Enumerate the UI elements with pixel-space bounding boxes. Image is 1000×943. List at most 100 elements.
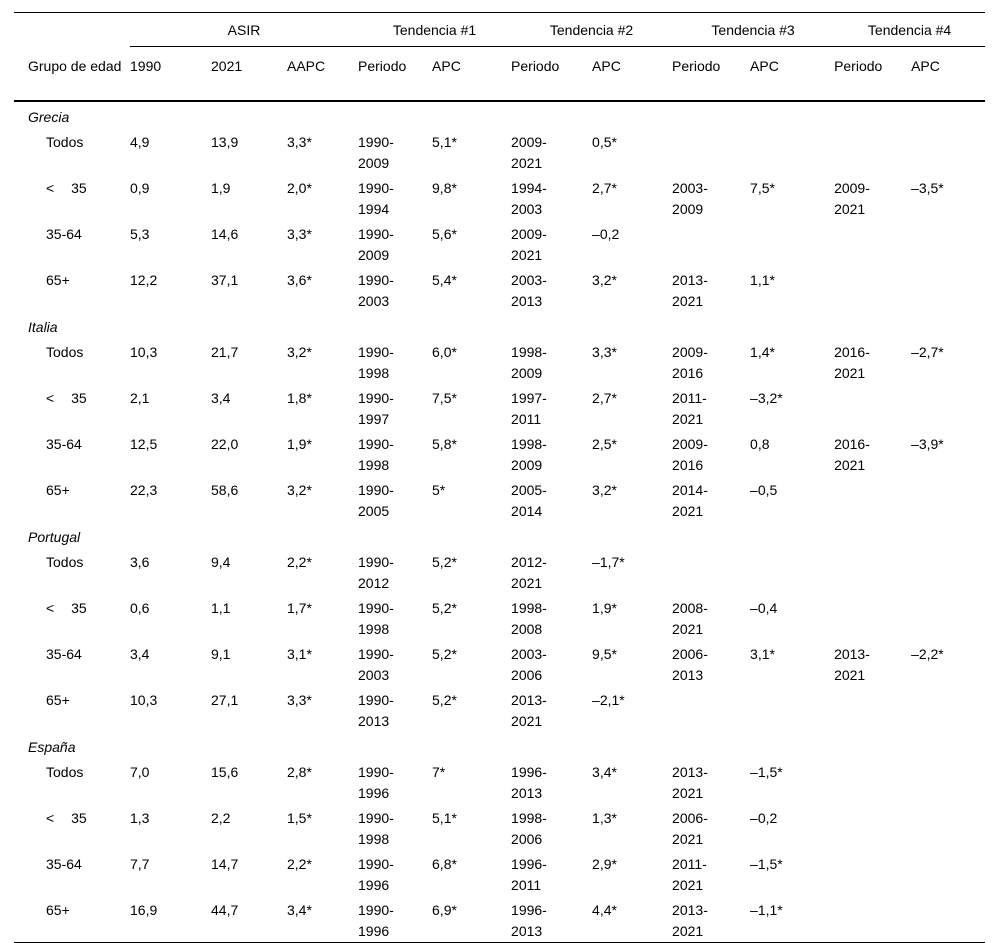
trend4-apc-cell <box>911 896 985 943</box>
trend3-period-text: 2011-2021 <box>672 855 707 893</box>
trend2-period-text: 1998-2009 <box>511 343 547 381</box>
trend3-apc-cell: 7,5* <box>750 179 775 196</box>
country-label: Italia <box>28 318 58 335</box>
trend1-period-cell: 1990-1997 <box>358 384 432 430</box>
country-row: Portugal <box>14 522 985 548</box>
trend1-apc-cell: 7,5* <box>432 389 457 406</box>
trend3-period-text: 2009-2016 <box>672 343 708 381</box>
asir-2021-cell: 27,1 <box>211 691 239 708</box>
trend4-period-cell: 2016-2021 <box>834 430 911 476</box>
trend2-period-cell: 1998-2009 <box>511 338 592 384</box>
table-row: Todos 3,6 9,4 2,2* 1990-2012 5,2* 2012-2… <box>14 548 985 594</box>
trend1-apc-cell: 5,1* <box>432 133 457 150</box>
trend2-period-cell: 2009-2021 <box>511 128 592 174</box>
table-row: < 35 2,1 3,4 1,8* 1990-1997 7,5* 1997-20… <box>14 384 985 430</box>
trend2-apc-cell: 2,7* <box>592 389 617 406</box>
trend3-apc-cell: –3,2* <box>750 389 783 406</box>
age-group-cell: 65+ <box>46 901 70 918</box>
trend4-apc-cell <box>911 548 985 594</box>
trend2-period-text: 1996-2011 <box>511 855 547 893</box>
aapc-cell: 3,6* <box>287 271 312 288</box>
trend3-apc-cell: 1,4* <box>750 343 775 360</box>
age-group-cell: < 35 <box>46 179 87 196</box>
trend2-apc-cell: 0,5* <box>592 133 617 150</box>
aapc-cell: 1,7* <box>287 599 312 616</box>
trend4-period-cell <box>834 128 911 174</box>
trend2-period-cell: 1998-2009 <box>511 430 592 476</box>
age-group-cell: 65+ <box>46 271 70 288</box>
table-row: 35-64 12,5 22,0 1,9* 1990-1998 5,8* 1998… <box>14 430 985 476</box>
trend1-period-text: 1990-2003 <box>358 645 394 683</box>
trend3-apc-cell: –0,4 <box>750 599 778 616</box>
aapc-cell: 3,2* <box>287 343 312 360</box>
asir-2021-cell: 15,6 <box>211 763 239 780</box>
asir-1990-cell: 3,6 <box>130 553 150 570</box>
column-header-aapc: AAPC <box>287 46 359 102</box>
asir-1990-cell: 7,0 <box>130 763 150 780</box>
trend4-apc-cell <box>911 594 985 640</box>
trend2-period-text: 2005-2014 <box>511 481 547 519</box>
trend1-apc-cell: 5,2* <box>432 645 457 662</box>
trend4-period-text: 2013-2021 <box>834 645 870 683</box>
age-group-cell: 65+ <box>46 481 70 498</box>
trend3-period-cell: 2013-2021 <box>672 758 750 804</box>
aapc-cell: 3,3* <box>287 691 312 708</box>
trend1-period-cell: 1990-1998 <box>358 804 432 850</box>
trend1-period-cell: 1990-2012 <box>358 548 432 594</box>
trend4-period-cell <box>834 594 911 640</box>
trend3-period-cell <box>672 128 750 174</box>
trend1-apc-cell: 6,8* <box>432 855 457 872</box>
stub-spacer <box>14 13 130 47</box>
aapc-cell: 3,4* <box>287 901 312 918</box>
trend1-period-text: 1990-2003 <box>358 271 394 309</box>
trend1-apc-cell: 5,1* <box>432 809 457 826</box>
asir-2021-cell: 13,9 <box>211 133 239 150</box>
trend3-period-cell <box>672 548 750 594</box>
column-header-trend2-periodo: Periodo <box>511 46 593 102</box>
trend3-apc-cell: –0,5 <box>750 481 778 498</box>
aapc-cell: 3,1* <box>287 645 312 662</box>
column-header-1990: 1990 <box>130 46 211 102</box>
table-row: 35-64 7,7 14,7 2,2* 1990-1996 6,8* 1996-… <box>14 850 985 896</box>
trend2-period-text: 2009-2021 <box>511 225 547 263</box>
asir-2021-cell: 58,6 <box>211 481 239 498</box>
trend4-apc-cell <box>911 266 985 312</box>
trend4-period-cell: 2016-2021 <box>834 338 911 384</box>
column-header-trend4-periodo: Periodo <box>834 46 912 102</box>
group-header-row: ASIR Tendencia #1 Tendencia #2 Tendencia… <box>14 12 986 47</box>
asir-2021-cell: 21,7 <box>211 343 239 360</box>
trend3-period-cell: 2006-2021 <box>672 804 750 850</box>
trend3-period-text: 2006-2021 <box>672 809 708 847</box>
trend4-apc-cell <box>911 758 985 804</box>
trend3-apc-cell: –0,2 <box>750 809 778 826</box>
trend4-apc-cell <box>911 128 985 174</box>
trend4-apc-cell <box>911 384 985 430</box>
table-row: 65+ 22,3 58,6 3,2* 1990-2005 5* 2005-201… <box>14 476 985 522</box>
trend4-apc-cell <box>911 850 985 896</box>
trend2-apc-cell: 2,7* <box>592 179 617 196</box>
age-group-cell: < 35 <box>46 599 87 616</box>
trend4-period-cell <box>834 548 911 594</box>
trend2-period-text: 2013-2021 <box>511 691 547 729</box>
asir-1990-cell: 22,3 <box>130 481 158 498</box>
trend1-period-text: 1990-1997 <box>358 389 394 427</box>
trend1-period-text: 1990-1996 <box>358 763 394 801</box>
trend3-apc-cell: –1,5* <box>750 763 783 780</box>
asir-2021-cell: 22,0 <box>211 435 239 452</box>
trend3-period-text: 2008-2021 <box>672 599 708 637</box>
trend2-period-cell: 1998-2008 <box>511 594 592 640</box>
trend1-apc-cell: 6,9* <box>432 901 457 918</box>
trend2-period-text: 1996-2013 <box>511 901 547 939</box>
table-row: 65+ 12,2 37,1 3,6* 1990-2003 5,4* 2003-2… <box>14 266 985 312</box>
trend3-period-cell: 2003-2009 <box>672 174 750 220</box>
trend2-period-text: 1998-2006 <box>511 809 547 847</box>
trend2-apc-cell: 3,2* <box>592 271 617 288</box>
trend4-apc-cell <box>911 220 985 266</box>
asir-2021-cell: 9,4 <box>211 553 231 570</box>
trend2-period-cell: 2003-2006 <box>511 640 592 686</box>
trend3-apc-cell <box>750 686 834 732</box>
asir-1990-cell: 12,2 <box>130 271 158 288</box>
asir-2021-cell: 9,1 <box>211 645 231 662</box>
asir-1990-cell: 1,3 <box>130 809 150 826</box>
